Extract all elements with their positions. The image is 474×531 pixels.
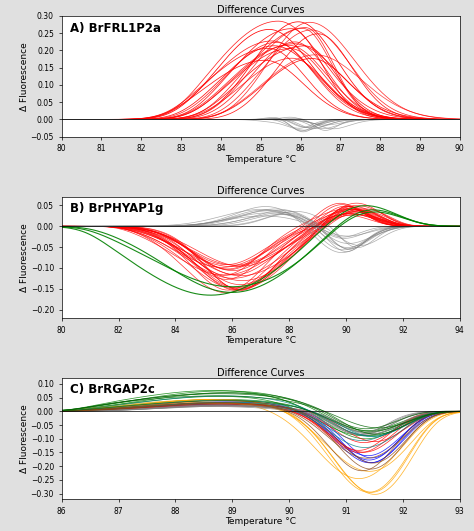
Text: B) BrPHYAP1g: B) BrPHYAP1g [70,202,163,215]
Text: C) BrRGAP2c: C) BrRGAP2c [70,383,155,396]
Y-axis label: Δ Fluorescence: Δ Fluorescence [20,405,29,473]
X-axis label: Temperature °C: Temperature °C [225,155,296,164]
Title: Difference Curves: Difference Curves [217,5,304,15]
X-axis label: Temperature °C: Temperature °C [225,517,296,526]
Title: Difference Curves: Difference Curves [217,367,304,378]
Y-axis label: Δ Fluorescence: Δ Fluorescence [20,223,29,292]
Text: A) BrFRL1P2a: A) BrFRL1P2a [70,22,161,35]
Title: Difference Curves: Difference Curves [217,186,304,196]
X-axis label: Temperature °C: Temperature °C [225,336,296,345]
Y-axis label: Δ Fluorescence: Δ Fluorescence [20,42,29,110]
